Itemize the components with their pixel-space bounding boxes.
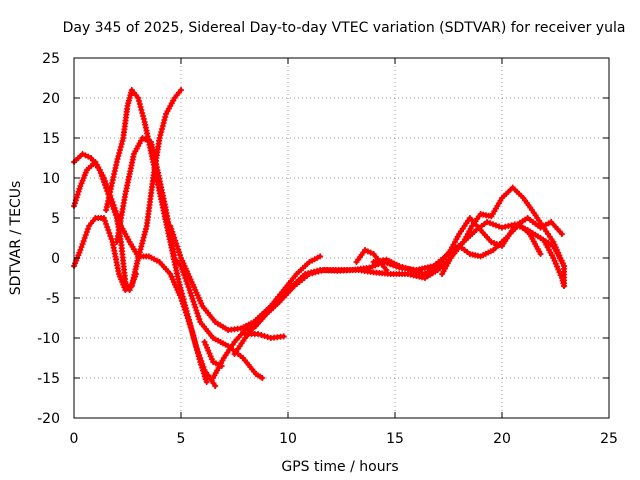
y-tick-label: 10	[42, 171, 60, 187]
y-tick-label: -5	[46, 291, 60, 307]
series-markers	[541, 239, 568, 289]
series-markers	[201, 339, 225, 369]
x-tick-label: 0	[70, 431, 79, 447]
x-tick-label: 20	[493, 431, 511, 447]
y-tick-label: -20	[37, 411, 60, 427]
y-tick-label: -10	[37, 331, 60, 347]
data-traces	[71, 87, 568, 389]
series-markers	[439, 221, 544, 277]
series-markers	[210, 184, 568, 381]
x-axis-label: GPS time / hours	[281, 459, 398, 475]
chart-title: Day 345 of 2025, Sidereal Day-to-day VTE…	[63, 20, 626, 36]
series-track-7	[210, 184, 568, 381]
series-track-10	[353, 247, 390, 273]
series-line	[211, 185, 567, 380]
series-markers	[353, 247, 390, 273]
y-tick-label: 20	[42, 91, 60, 107]
x-tick-label: 10	[279, 431, 297, 447]
y-tick-label: 15	[42, 131, 60, 147]
y-tick-label: 5	[51, 211, 60, 227]
series-markers	[231, 253, 324, 357]
series-track-14	[541, 239, 568, 289]
series-markers	[242, 331, 287, 341]
y-tick-label: 25	[42, 51, 60, 67]
series-track-13	[201, 339, 225, 369]
axis-ticks: 0 5 10 15 20 25 -20 -15 -10 -5 0 5 10 15 20 25	[37, 51, 618, 447]
plot-frame	[73, 57, 610, 419]
x-tick-label: 5	[177, 431, 186, 447]
x-tick-label: 15	[386, 431, 404, 447]
y-axis-label: SDTVAR / TECUs	[8, 181, 24, 296]
grid	[74, 58, 609, 418]
x-tick-label: 25	[600, 431, 618, 447]
series-track-11	[439, 221, 544, 277]
series-markers	[113, 135, 266, 381]
y-tick-label: 0	[51, 251, 60, 267]
series-track-12	[242, 331, 287, 341]
y-tick-label: -15	[37, 371, 60, 387]
